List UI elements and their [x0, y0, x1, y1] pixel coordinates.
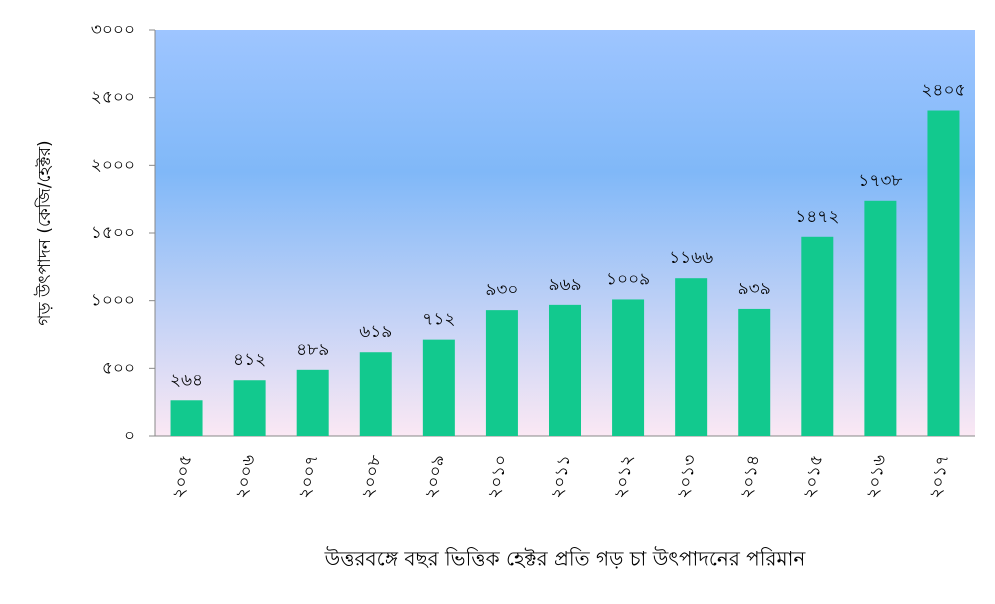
x-tick-label: ২০০৮	[358, 453, 385, 500]
x-tick-label: ২০০৫	[169, 453, 196, 500]
value-label: ৭১২	[422, 310, 455, 330]
bar	[296, 369, 329, 436]
value-label: ২৬৪	[170, 370, 203, 390]
x-axis-title: উত্তরবঙ্গে বছর ভিত্তিক হেক্টর প্রতি গড় …	[324, 547, 807, 571]
x-tick-label: ২০০৯	[421, 453, 448, 500]
bar	[549, 304, 581, 436]
y-tick-label: ১০০০	[91, 291, 135, 311]
y-axis-title: গড় উৎপাদন (কেজি/হেক্টর)	[34, 140, 55, 325]
y-tick-label: ০	[124, 426, 135, 446]
bar	[359, 352, 392, 436]
y-tick-label: ৫০০	[102, 358, 135, 378]
value-label: ১৭৩৮	[858, 171, 902, 191]
value-label: ১১৬৬	[669, 248, 713, 268]
value-label: ৯৩৯	[738, 279, 771, 299]
x-tick-label: ২০০৬	[232, 453, 259, 500]
y-tick-label: ২৫০০	[91, 88, 135, 108]
bar	[170, 400, 203, 436]
value-label: ২৪০৫	[921, 81, 965, 101]
y-tick-label: ২০০০	[91, 155, 135, 175]
y-tick-label: ১৫০০	[91, 223, 135, 243]
bar	[738, 308, 771, 436]
y-tick-label: ৩০০০	[91, 20, 135, 40]
bar	[675, 278, 708, 436]
x-tick-label: ২০১৪	[737, 453, 764, 500]
value-label: ৯৩০	[485, 280, 518, 300]
x-tick-label: ২০১৭	[926, 453, 953, 500]
bar	[612, 299, 645, 436]
x-tick-label: ২০১২	[611, 453, 638, 500]
bar	[801, 236, 834, 436]
x-tick-label: ২০০৭	[295, 453, 322, 500]
value-label: ১০০৯	[606, 269, 650, 289]
bar	[927, 110, 960, 437]
x-tick-label: ২০১৬	[863, 453, 890, 500]
bar	[864, 200, 897, 436]
bar	[233, 380, 266, 436]
x-tick-label: ২০১১	[547, 453, 574, 500]
x-tick-label: ২০১০	[484, 453, 511, 500]
value-label: ৬১৯	[359, 322, 392, 342]
x-tick-label: ২০১৩	[674, 453, 701, 500]
x-tick-label: ২০১৫	[800, 453, 827, 500]
bar	[485, 310, 518, 436]
value-label: ৯৬৯	[548, 275, 581, 295]
value-label: ৪১২	[233, 350, 266, 370]
value-label: ১৪৭২	[795, 207, 839, 227]
bar	[422, 339, 455, 436]
value-label: ৪৮৯	[296, 340, 329, 360]
